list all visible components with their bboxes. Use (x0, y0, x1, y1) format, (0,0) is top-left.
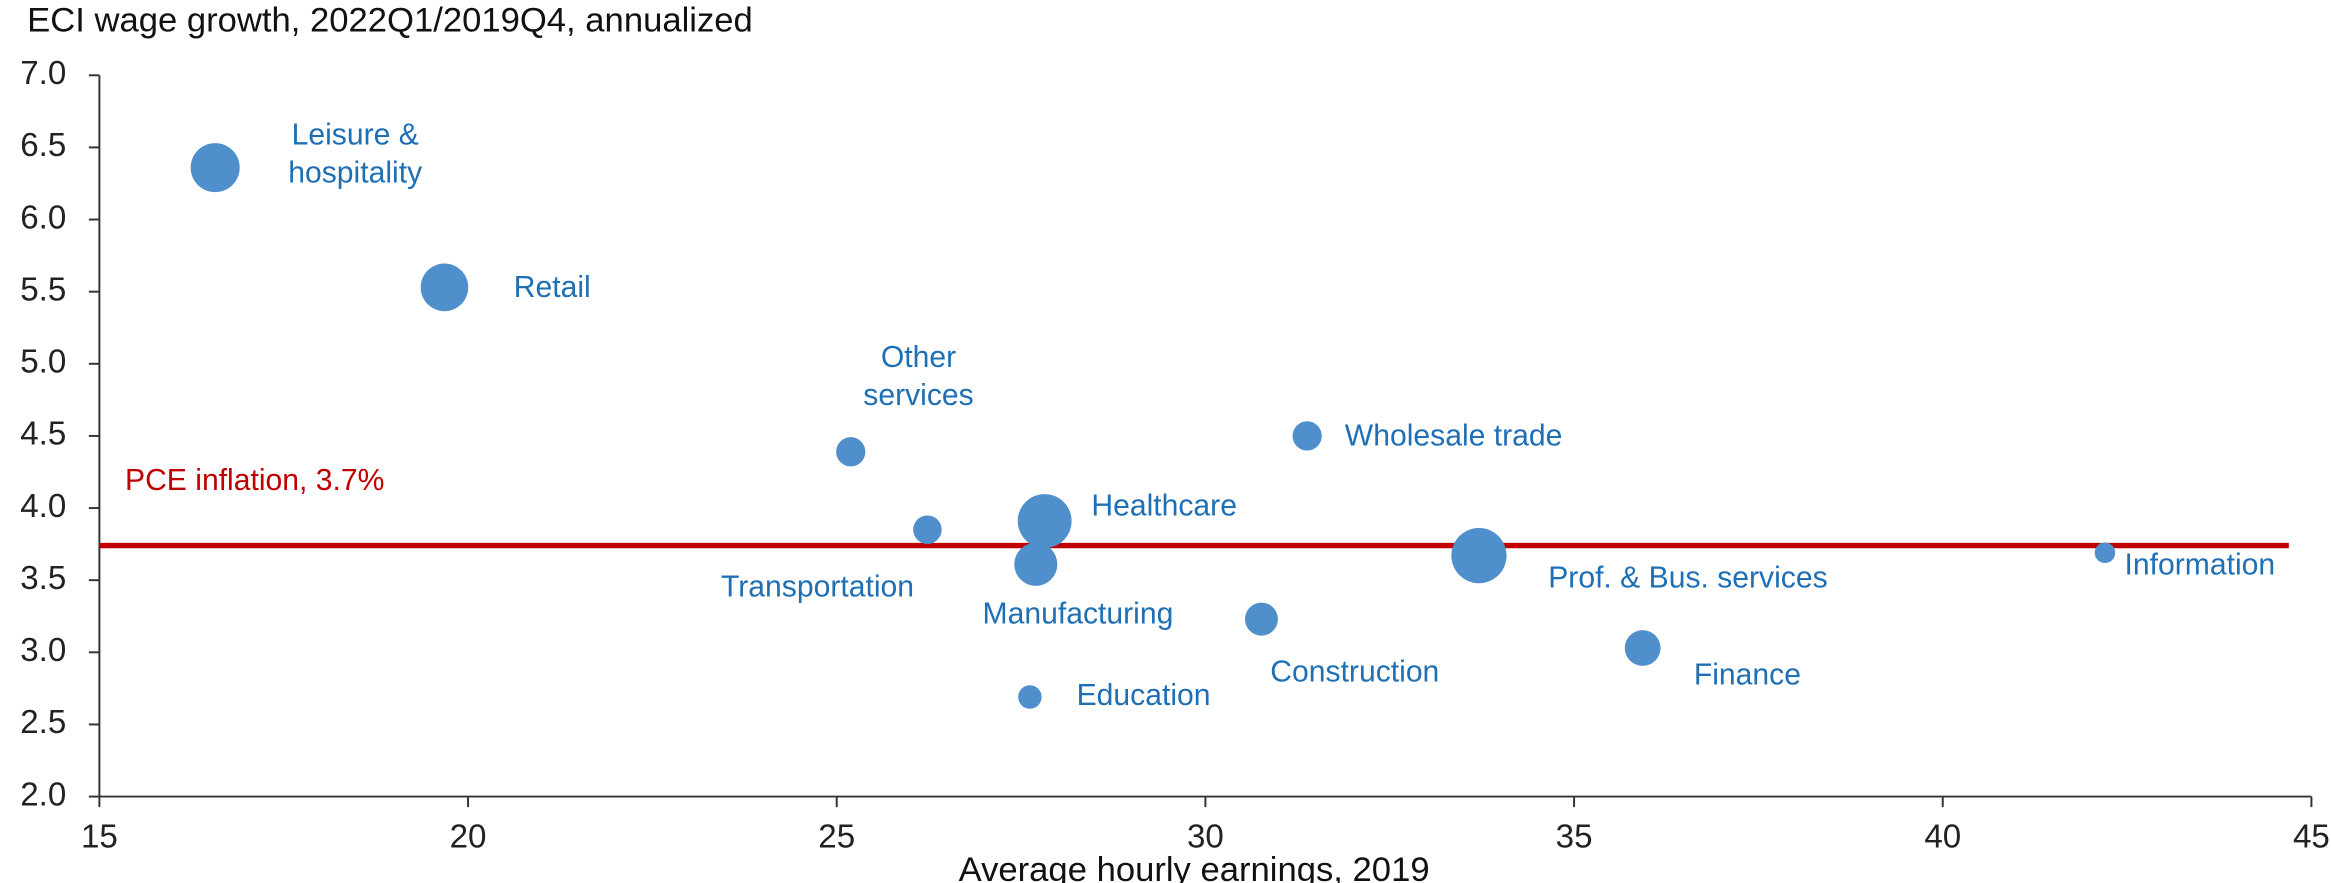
point-label: Construction (1270, 655, 1439, 688)
y-tick-label: 6.5 (20, 127, 66, 164)
bubble (420, 263, 469, 312)
chart-title: ECI wage growth, 2022Q1/2019Q4, annualiz… (27, 2, 753, 40)
bubble (1017, 494, 1072, 548)
x-tick-label: 35 (1556, 818, 1593, 855)
y-tick-label: 4.5 (20, 416, 66, 453)
x-tick-label: 25 (818, 818, 855, 855)
y-tick-label: 5.0 (20, 344, 66, 381)
point-label: Wholesale trade (1345, 419, 1563, 452)
bubble (1014, 542, 1058, 586)
x-tick-label: 45 (2293, 818, 2330, 855)
point-label: Finance (1694, 659, 1801, 692)
bubble (1451, 528, 1507, 584)
point-label: Healthcare (1091, 489, 1237, 522)
point-label: Information (2125, 548, 2276, 581)
bubble (2094, 542, 2116, 564)
y-tick-label: 4.0 (20, 488, 66, 525)
x-tick-label: 40 (1924, 818, 1961, 855)
bubble (836, 437, 866, 467)
y-tick-label: 5.5 (20, 271, 66, 308)
x-axis-label: Average hourly earnings, 2019 (959, 851, 1430, 883)
point-label: Retail (514, 271, 591, 304)
point-label: Prof. & Bus. services (1548, 562, 1827, 595)
y-tick-label: 2.0 (20, 776, 66, 813)
bubble (1244, 602, 1278, 636)
y-tick-label: 3.5 (20, 560, 66, 597)
x-tick-label: 30 (1187, 818, 1224, 855)
point-label: Transportation (721, 570, 914, 603)
x-tick-label: 15 (81, 818, 118, 855)
y-tick-label: 6.0 (20, 199, 66, 236)
point-label: Education (1077, 679, 1211, 712)
bubble (190, 143, 240, 193)
x-tick-label: 20 (450, 818, 487, 855)
point-label: Other services (863, 341, 973, 412)
bubble (1018, 685, 1042, 709)
y-tick-label: 7.0 (20, 55, 66, 92)
bubble (913, 515, 942, 544)
reference-label: PCE inflation, 3.7% (125, 464, 384, 497)
bubble (1292, 421, 1322, 451)
point-label: Manufacturing (983, 597, 1174, 630)
point-label: Leisure & hospitality (288, 119, 422, 190)
bubble (1624, 630, 1661, 666)
y-tick-label: 3.0 (20, 632, 66, 669)
y-tick-label: 2.5 (20, 704, 66, 741)
